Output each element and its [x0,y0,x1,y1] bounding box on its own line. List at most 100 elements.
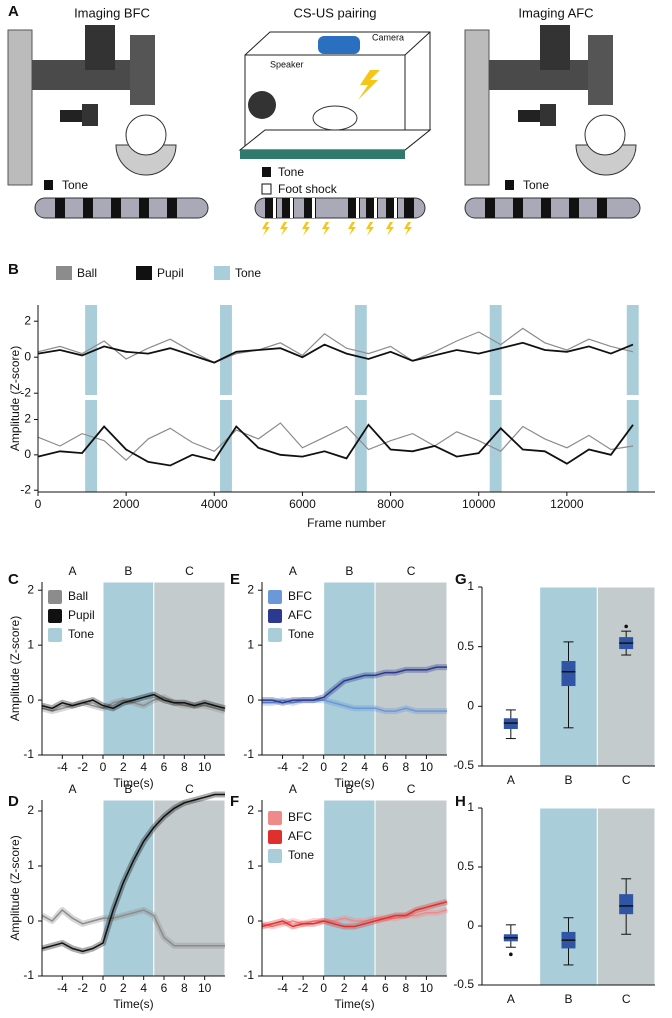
trace [261,909,448,928]
y-tick-label: 0.5 [457,859,474,873]
region-label: A [289,564,297,578]
x-tick-label: -4 [277,981,288,995]
trace [41,793,225,953]
legend-swatch [268,590,282,604]
x-tick-label: 4 [140,981,147,995]
panel-label: A [8,3,19,20]
y-tick-label: 0 [24,349,31,363]
x-tick-label: 10 [198,760,212,774]
tone-bar [34,197,641,219]
x-tick-label: 8 [403,760,410,774]
region [323,581,376,756]
x-tick-label: 4 [361,981,368,995]
category-band [596,586,656,767]
tone-span [626,305,639,395]
y-tick-label: 0 [24,447,31,461]
region [153,581,226,756]
legend-label: Foot shock [278,182,338,196]
conditioning-box: Camera Speaker [238,31,432,159]
y-tick-label: -0.5 [453,977,474,991]
legend-swatch [268,609,282,623]
legend-label: Tone [62,178,88,192]
panel-label: H [455,793,466,810]
y-tick-label: -1 [23,968,34,982]
legend-label: Tone [68,627,94,641]
trace [261,901,448,928]
y-tick-label: -1 [243,968,254,982]
panel-label: G [455,571,467,588]
trace [262,699,447,712]
camera-label: Camera [372,32,404,42]
legend-label: BFC [288,589,312,603]
trace [37,327,634,364]
trace [37,341,634,364]
x-tick-label: 0 [320,760,327,774]
diagram-title: Imaging BFC [74,5,150,20]
panel-label: E [230,571,240,588]
region [102,799,155,977]
legend-swatch [268,830,282,844]
y-axis-label: Amplitude (Z-score) [8,346,22,451]
trace [37,423,634,467]
tone-span [85,400,98,492]
panel-label: D [8,793,19,810]
x-axis-label: Frame number [307,516,386,530]
trace [262,666,447,704]
legend-swatch [48,628,62,642]
tone-span [220,400,232,492]
y-tick-label: -2 [20,482,31,496]
y-axis-label: Amplitude (Z-score) [8,835,22,940]
y-tick-label: -0.5 [453,758,474,772]
panel-labels: A B C D E F G H [8,3,467,810]
legend-label: Ball [77,266,97,280]
x-tick-label: 8000 [377,497,404,511]
x-tick-label: -2 [77,981,88,995]
x-tick-label: -2 [298,981,309,995]
legend-swatch [136,266,152,280]
x-tick-label: 10 [198,981,212,995]
tone-span [354,305,367,395]
panel-label: B [8,261,19,278]
legend-label: BFC [288,810,312,824]
tone-span [85,305,98,395]
region-label: B [345,564,353,578]
x-tick-label: B [564,773,572,787]
x-tick-label: A [507,992,515,1006]
x-axis-label: Time(s) [113,997,153,1011]
legend-label: Tone [235,266,261,280]
y-tick-label: 2 [24,412,31,426]
y-tick-label: 1 [27,858,34,872]
x-tick-label: 0 [35,497,42,511]
x-tick-label: -4 [57,981,68,995]
x-tick-label: 6000 [289,497,316,511]
x-tick-label: 8 [181,760,188,774]
region [323,799,376,977]
region [41,799,104,977]
legend-label: AFC [288,829,312,843]
legend-label: Ball [68,589,88,603]
x-tick-label: 10 [420,760,434,774]
region [102,581,155,756]
region-label: A [289,782,297,796]
legend-label: Pupil [68,608,95,622]
legend-swatch [268,849,282,863]
y-tick-label: 2 [27,582,34,596]
y-tick-label: -1 [23,747,34,761]
tone-span [220,305,232,395]
x-tick-label: 10000 [462,497,496,511]
x-tick-label: 6 [161,981,168,995]
box [561,660,576,687]
legend-label: Tone [278,165,304,179]
x-tick-label: 2 [341,760,348,774]
microscope-rig [464,25,637,186]
diagram-title: Imaging AFC [518,5,593,20]
x-tick-label: -2 [298,760,309,774]
y-tick-label: 2 [27,803,34,817]
x-tick-label: C [622,773,631,787]
microscope-rig [7,25,177,186]
x-axis-label: Time(s) [113,776,153,790]
region [374,799,448,977]
region-label: A [68,782,76,796]
x-tick-label: A [507,773,515,787]
